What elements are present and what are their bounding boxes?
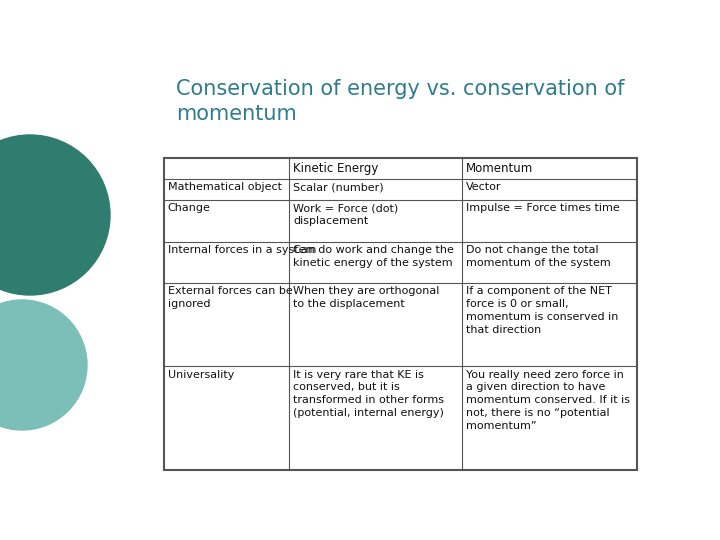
Text: If a component of the NET
force is 0 or small,
momentum is conserved in
that dir: If a component of the NET force is 0 or …: [466, 286, 618, 335]
Text: External forces can be
ignored: External forces can be ignored: [168, 286, 292, 309]
Text: You really need zero force in
a given direction to have
momentum conserved. If i: You really need zero force in a given di…: [466, 369, 630, 431]
Text: Momentum: Momentum: [466, 161, 533, 174]
Text: Change: Change: [168, 203, 210, 213]
Text: It is very rare that KE is
conserved, but it is
transformed in other forms
(pote: It is very rare that KE is conserved, bu…: [293, 369, 444, 418]
Text: Internal forces in a system: Internal forces in a system: [168, 245, 316, 255]
Text: Can do work and change the
kinetic energy of the system: Can do work and change the kinetic energ…: [293, 245, 454, 268]
Bar: [163, 158, 636, 470]
Ellipse shape: [0, 135, 110, 295]
Text: When they are orthogonal
to the displacement: When they are orthogonal to the displace…: [293, 286, 439, 309]
Text: Do not change the total
momentum of the system: Do not change the total momentum of the …: [466, 245, 611, 268]
Text: Scalar (number): Scalar (number): [293, 183, 384, 192]
Text: Kinetic Energy: Kinetic Energy: [293, 161, 378, 174]
Text: Conservation of energy vs. conservation of
momentum: Conservation of energy vs. conservation …: [176, 79, 625, 124]
Text: Universality: Universality: [168, 369, 234, 380]
Text: Vector: Vector: [466, 183, 501, 192]
Text: Work = Force (dot)
displacement: Work = Force (dot) displacement: [293, 203, 398, 226]
Text: Mathematical object: Mathematical object: [168, 183, 282, 192]
Ellipse shape: [0, 300, 87, 430]
Text: Impulse = Force times time: Impulse = Force times time: [466, 203, 619, 213]
